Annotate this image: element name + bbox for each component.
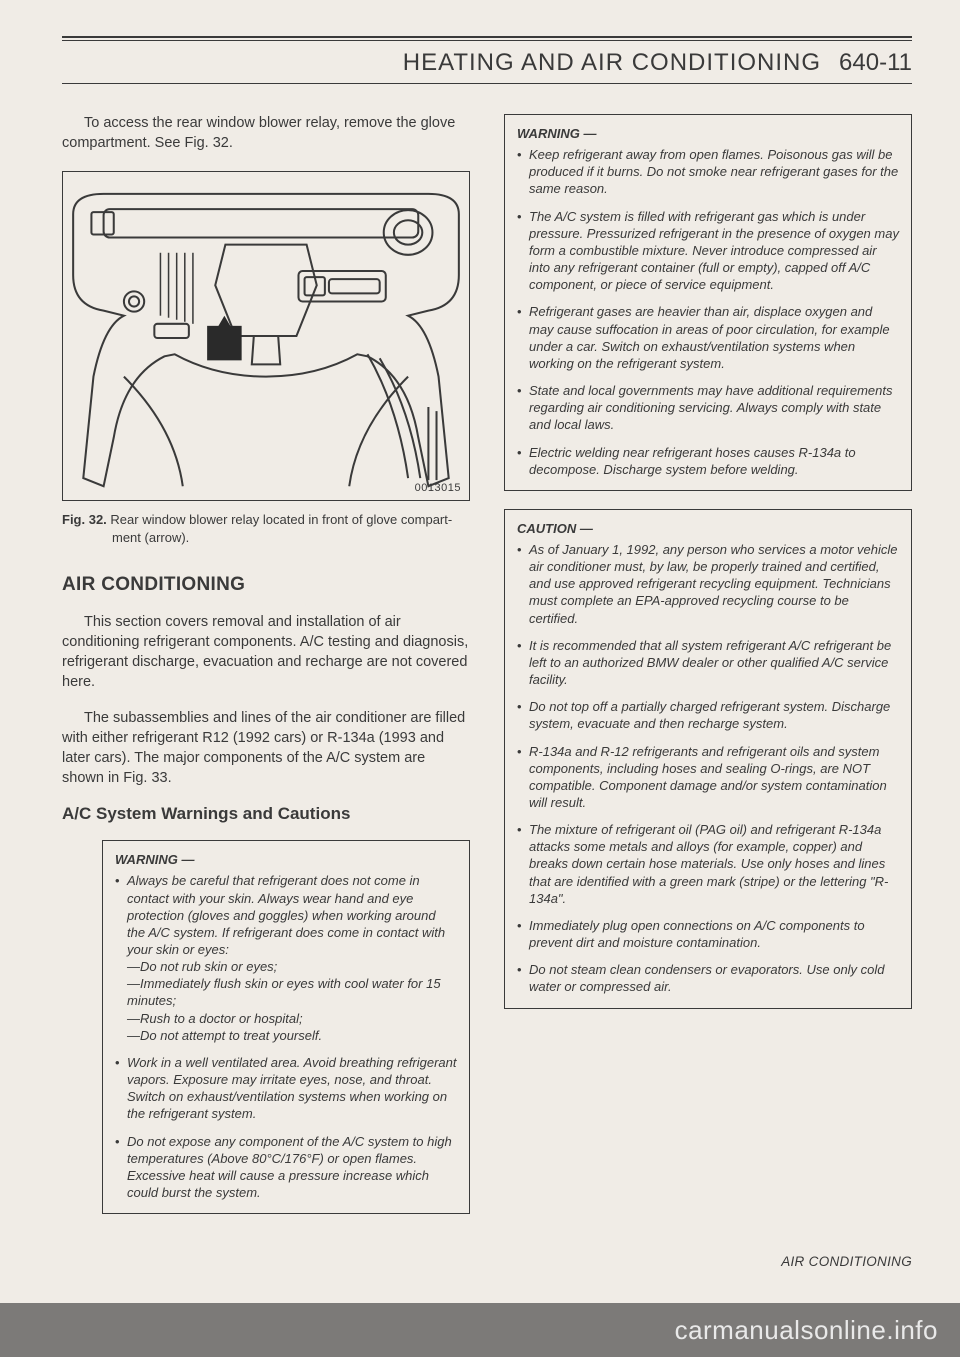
warning-list: Always be careful that refrigerant does … (115, 872, 457, 1201)
section-heading: AIR CONDITIONING (62, 574, 470, 596)
warning-sub: —Do not rub skin or eyes; (127, 958, 457, 975)
caution-item-text: Immediately plug open connections on A/C… (529, 918, 865, 950)
figure-32-caption: Fig. 32. Rear window blower relay locate… (62, 511, 470, 546)
caution-item-text: The mixture of refrigerant oil (PAG oil)… (529, 822, 888, 906)
warning-item: Electric welding near refrigerant hoses … (517, 444, 899, 478)
caution-title: CAUTION — (517, 520, 899, 537)
right-column: WARNING — Keep refrigerant away from ope… (504, 114, 912, 1232)
figure-32: 0013015 (62, 171, 470, 501)
header-title-text: HEATING AND AIR CONDITIONING (403, 49, 821, 76)
running-footer: AIR CONDITIONING (781, 1254, 912, 1269)
caution-list: As of January 1, 1992, any person who se… (517, 541, 899, 996)
warning-item: Do not expose any component of the A/C s… (115, 1133, 457, 1202)
watermark-bar: carmanualsonline.info (0, 1303, 960, 1357)
caution-item: It is recommended that all system refrig… (517, 637, 899, 688)
warning-title: WARNING — (115, 851, 457, 868)
caution-item: As of January 1, 1992, any person who se… (517, 541, 899, 627)
warning-list: Keep refrigerant away from open flames. … (517, 146, 899, 478)
warning-sub: —Rush to a doctor or hospital; (127, 1010, 457, 1027)
warning-item-text: Electric welding near refrigerant hoses … (529, 445, 856, 477)
warning-item-text: The A/C system is filled with refrigeran… (529, 209, 899, 293)
warning-item-text: Keep refrigerant away from open flames. … (529, 147, 898, 196)
section-heading-text: AIR CONDITIONING (62, 574, 245, 595)
figure-number: 0013015 (415, 482, 461, 494)
warning-item-text: Always be careful that refrigerant does … (127, 873, 445, 957)
warning-sub: —Do not attempt to treat yourself. (127, 1027, 457, 1044)
body-para-1: This section covers removal and installa… (62, 612, 470, 692)
warning-item-text: Work in a well ventilated area. Avoid br… (127, 1055, 457, 1121)
warning-sub: —Immediately flush skin or eyes with coo… (127, 975, 457, 1009)
watermark-text: carmanualsonline.info (675, 1315, 938, 1346)
warning-box-right: WARNING — Keep refrigerant away from ope… (504, 114, 912, 491)
figure-32-drawing (63, 172, 469, 500)
header-title: HEATING AND AIR CONDITIONING (403, 49, 821, 77)
body-para-2: The subassemblies and lines of the air c… (62, 708, 470, 788)
warning-item: The A/C system is filled with refrigeran… (517, 208, 899, 294)
left-column: To access the rear window blower relay, … (62, 114, 470, 1232)
top-rule (62, 36, 912, 41)
warning-item: Always be careful that refrigerant does … (115, 872, 457, 1044)
caution-item: Immediately plug open connections on A/C… (517, 917, 899, 951)
caution-item-text: R-134a and R-12 refrigerants and refrige… (529, 744, 887, 810)
figure-label: Fig. 32. (62, 512, 107, 527)
header-page-number: 640-11 (839, 49, 912, 77)
figure-caption-line1: Rear window blower relay located in fron… (110, 512, 452, 527)
warning-item-text: Do not expose any component of the A/C s… (127, 1134, 452, 1200)
columns: To access the rear window blower relay, … (62, 114, 912, 1232)
caution-item-text: Do not top off a partially charged refri… (529, 699, 890, 731)
caution-box: CAUTION — As of January 1, 1992, any per… (504, 509, 912, 1009)
caution-item: The mixture of refrigerant oil (PAG oil)… (517, 821, 899, 907)
page: HEATING AND AIR CONDITIONING 640-11 To a… (0, 0, 960, 1357)
warning-item-text: Refrigerant gases are heavier than air, … (529, 304, 890, 370)
warning-item: Keep refrigerant away from open flames. … (517, 146, 899, 197)
warning-box-left: WARNING — Always be careful that refrige… (102, 840, 470, 1214)
caution-item: Do not top off a partially charged refri… (517, 698, 899, 732)
caution-item-text: It is recommended that all system refrig… (529, 638, 891, 687)
lead-paragraph: To access the rear window blower relay, … (62, 114, 470, 153)
caution-item-text: As of January 1, 1992, any person who se… (529, 542, 898, 626)
caution-item: R-134a and R-12 refrigerants and refrige… (517, 743, 899, 812)
warning-item-text: State and local governments may have add… (529, 383, 893, 432)
caution-item: Do not steam clean condensers or evapora… (517, 961, 899, 995)
figure-caption-line2: ment (arrow). (62, 529, 470, 547)
page-header: HEATING AND AIR CONDITIONING 640-11 (62, 49, 912, 84)
warning-title: WARNING — (517, 125, 899, 142)
warning-item: Work in a well ventilated area. Avoid br… (115, 1054, 457, 1123)
warning-item: Refrigerant gases are heavier than air, … (517, 303, 899, 372)
warning-item: State and local governments may have add… (517, 382, 899, 433)
subsection-heading: A/C System Warnings and Cautions (62, 804, 470, 824)
caution-item-text: Do not steam clean condensers or evapora… (529, 962, 885, 994)
